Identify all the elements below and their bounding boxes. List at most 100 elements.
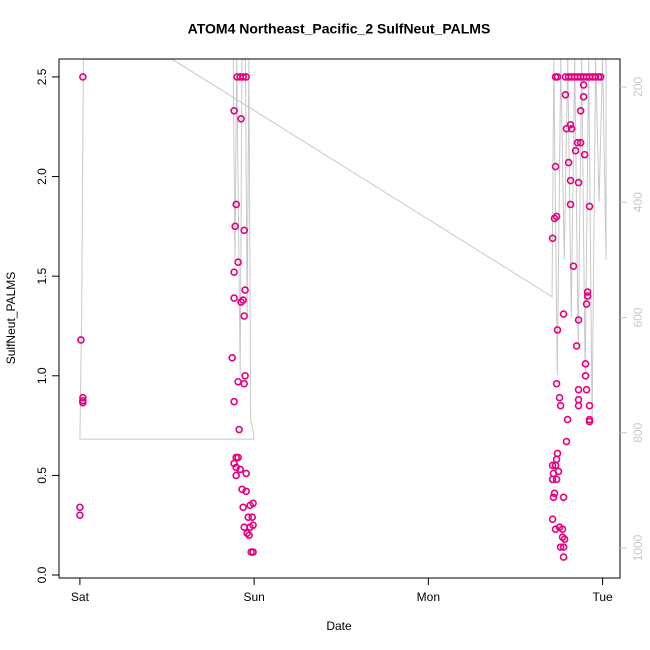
- point: [554, 467, 563, 476]
- point: [559, 310, 568, 318]
- point: [567, 124, 576, 133]
- y-tick-label: 0.0: [35, 566, 49, 583]
- point: [232, 463, 240, 472]
- point: [232, 471, 240, 480]
- point: [581, 371, 590, 380]
- y2-tick-label: 600: [631, 307, 645, 327]
- chart-title: ATOM4 Northeast_Pacific_2 SulfNeut_PALMS: [188, 21, 491, 37]
- y-tick-label: 1.0: [35, 367, 49, 384]
- point: [243, 529, 251, 537]
- y-tick-label: 1.5: [35, 267, 49, 284]
- point: [232, 200, 240, 209]
- point: [548, 461, 557, 470]
- y-axis-label: SulfNeut_PALMS: [4, 272, 18, 365]
- point: [552, 379, 561, 388]
- point: [240, 312, 248, 320]
- point: [559, 493, 568, 502]
- plot-frame: [58, 58, 621, 579]
- point: [566, 200, 575, 209]
- y-tick-label: 2.0: [35, 168, 49, 185]
- point: [79, 398, 87, 407]
- point: [591, 73, 600, 81]
- point: [230, 107, 238, 115]
- plot-area: [76, 59, 607, 561]
- y-tick-label: 0.5: [35, 467, 49, 484]
- point: [580, 150, 589, 159]
- point: [236, 465, 244, 474]
- point: [562, 124, 571, 133]
- point: [76, 503, 84, 512]
- point: [574, 401, 583, 410]
- point: [576, 138, 585, 147]
- point: [248, 513, 257, 522]
- point: [571, 146, 580, 155]
- point: [241, 371, 249, 380]
- point: [585, 417, 594, 426]
- point: [559, 553, 568, 561]
- point: [560, 535, 569, 543]
- point: [76, 511, 84, 520]
- point: [548, 234, 557, 243]
- point: [553, 326, 562, 334]
- point: [555, 393, 564, 402]
- point: [242, 487, 250, 496]
- point: [551, 162, 560, 171]
- point: [237, 114, 245, 123]
- point: [249, 499, 257, 508]
- point: [566, 120, 575, 129]
- point: [239, 73, 247, 81]
- point: [242, 469, 250, 478]
- point: [574, 178, 583, 187]
- point: [562, 437, 571, 446]
- point: [234, 453, 242, 462]
- point: [552, 212, 561, 221]
- point: [239, 503, 247, 512]
- point: [564, 158, 573, 167]
- point: [579, 93, 588, 101]
- point: [249, 521, 257, 530]
- point: [573, 138, 582, 147]
- point: [553, 449, 562, 458]
- point: [244, 513, 253, 522]
- point: [579, 81, 588, 89]
- point: [249, 548, 257, 556]
- point: [574, 385, 583, 394]
- point: [585, 401, 594, 410]
- point: [581, 360, 590, 368]
- point: [582, 300, 591, 308]
- point: [596, 73, 605, 81]
- point: [228, 354, 236, 362]
- point: [552, 475, 561, 484]
- y2-tick-label: 1000: [631, 534, 645, 561]
- point: [234, 258, 242, 267]
- point: [572, 342, 581, 350]
- point: [563, 415, 572, 424]
- point: [241, 286, 249, 294]
- x-axis-label: Date: [326, 619, 352, 633]
- x-tick-label: Sat: [71, 590, 90, 604]
- point: [569, 262, 578, 271]
- x-tick-label: Sun: [243, 590, 264, 604]
- point: [237, 298, 245, 306]
- point: [79, 393, 87, 402]
- point: [549, 493, 558, 502]
- point: [556, 543, 565, 551]
- x-tick-label: Mon: [417, 590, 440, 604]
- y-tick-label: 2.5: [35, 68, 49, 85]
- point: [238, 485, 246, 494]
- point: [231, 222, 239, 231]
- point: [230, 294, 238, 302]
- point: [550, 489, 559, 498]
- point: [548, 475, 557, 484]
- point: [553, 73, 562, 81]
- point: [230, 268, 238, 276]
- x-tick-label: Tue: [592, 590, 613, 604]
- point: [561, 91, 570, 99]
- point: [234, 377, 242, 386]
- point: [556, 401, 565, 410]
- point: [582, 385, 591, 394]
- point: [583, 292, 592, 300]
- point: [77, 336, 85, 344]
- point: [559, 543, 568, 551]
